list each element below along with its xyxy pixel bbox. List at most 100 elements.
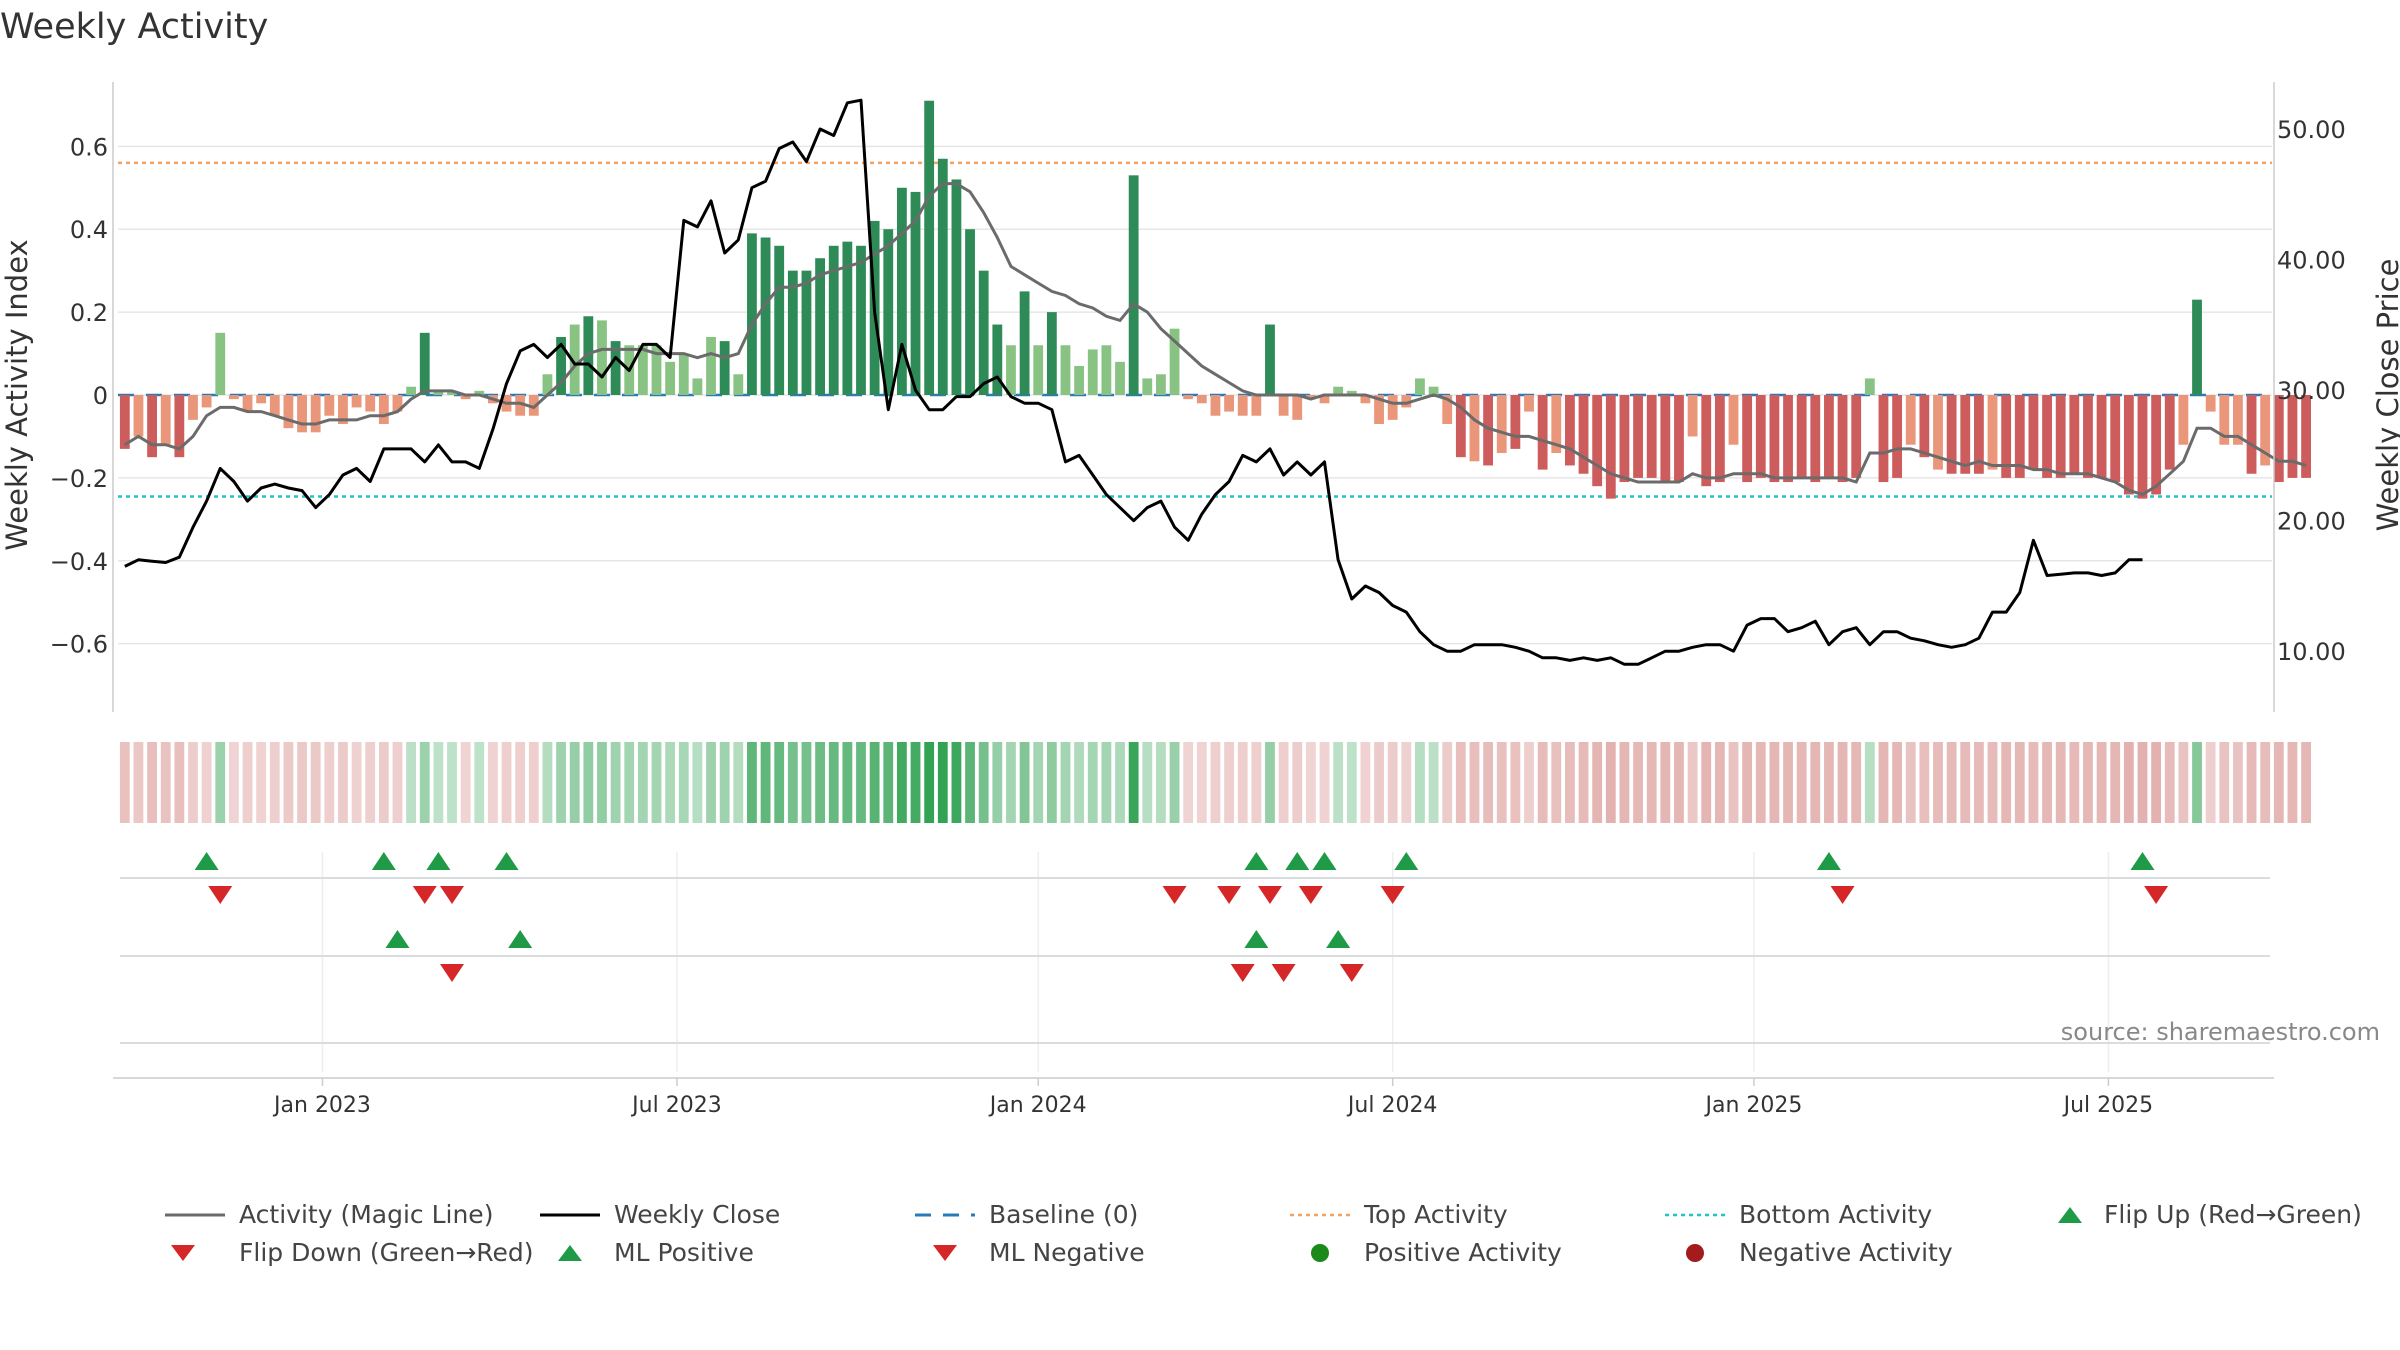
activity-bar (119, 395, 130, 449)
heat-cell (1633, 742, 1643, 823)
activity-bar (1333, 386, 1344, 395)
heat-cell (433, 742, 444, 823)
activity-bar (1810, 395, 1821, 483)
weekly-close-line (124, 98, 2143, 666)
heat-cell (1687, 742, 1698, 823)
heat-cell (1946, 742, 1957, 823)
heat-cell (119, 742, 130, 823)
flip-up-marker (371, 852, 396, 870)
activity-bar (651, 345, 662, 395)
activity-bar (1933, 395, 1943, 470)
activity-bar (1551, 395, 1562, 454)
heat-cell (147, 742, 157, 823)
heat-cell (1442, 742, 1453, 823)
ml-negative-marker (1339, 964, 1364, 982)
heat-cell (1755, 742, 1766, 823)
legend-item-activity: Activity (Magic Line) (165, 1200, 493, 1229)
heat-cell (2137, 742, 2148, 823)
heat-cell (678, 742, 689, 823)
flip-down-marker (412, 886, 437, 904)
activity-bar (1169, 328, 1180, 395)
activity-bar (856, 245, 866, 395)
legend-item-negative-activity: Negative Activity (1665, 1238, 1953, 1267)
legend-item-flip-down: Flip Down (Green→Red) (165, 1238, 534, 1267)
y-right-axis-title: Weekly Close Price (2371, 259, 2400, 532)
heat-cell (1496, 742, 1507, 823)
legend-label: Flip Down (Green→Red) (239, 1238, 534, 1267)
activity-bar (1019, 291, 1030, 395)
activity-bar (201, 395, 212, 408)
heat-cell (2096, 742, 2107, 823)
heat-cell (2055, 742, 2066, 823)
activity-bar (215, 332, 226, 395)
activity-bar (1278, 395, 1289, 416)
activity-bar (256, 395, 267, 404)
activity-bar (692, 378, 703, 395)
activity-bar (1892, 395, 1903, 478)
heat-cell (528, 742, 539, 823)
legend-item-baseline: Baseline (0) (915, 1200, 1138, 1229)
heat-cell (951, 742, 962, 823)
y-tick-label: 0 (93, 382, 108, 410)
activity-bar (665, 361, 676, 395)
activity-bar (242, 395, 253, 412)
heat-cell (747, 742, 757, 823)
heat-cell (637, 742, 648, 823)
legend-item-ml-negative: ML Negative (915, 1238, 1145, 1267)
activity-bar (433, 390, 444, 395)
heat-cell (719, 742, 730, 823)
legend-item-weekly-close: Weekly Close (540, 1200, 780, 1229)
activity-bar (474, 390, 485, 395)
activity-bar (2069, 395, 2080, 474)
activity-bar (1183, 395, 1194, 400)
heat-cell (1224, 742, 1234, 823)
heat-cell (1619, 742, 1630, 823)
heat-cell (133, 742, 144, 823)
activity-bar (528, 395, 539, 416)
activity-bar (924, 100, 935, 395)
heat-cell (651, 742, 662, 823)
heat-cell (378, 742, 389, 823)
heat-cell (1810, 742, 1821, 823)
heat-cell (978, 742, 989, 823)
activity-bar (1633, 395, 1643, 478)
heat-cell (419, 742, 430, 823)
activity-bar (1701, 395, 1712, 487)
heat-cell (569, 742, 580, 823)
flip-down-marker (1298, 886, 1323, 904)
ml-negative-marker (1271, 964, 1296, 982)
activity-bar (597, 320, 607, 395)
heat-cell (2233, 742, 2243, 823)
y-tick-label: 0.2 (70, 299, 108, 327)
heat-cell (1960, 742, 1971, 823)
activity-bar (1578, 395, 1589, 474)
activity-bar (992, 324, 1003, 395)
activity-bar (842, 241, 853, 395)
heat-cell (1333, 742, 1344, 823)
flip-up-marker (426, 852, 451, 870)
activity-bar (2246, 395, 2257, 474)
heat-cell (665, 742, 676, 823)
legend-swatch-close (540, 1213, 600, 1216)
heat-cell (242, 742, 253, 823)
flip-up-marker (1244, 852, 1269, 870)
activity-bar (460, 395, 471, 400)
heat-cell (1210, 742, 1221, 823)
heat-cell (1265, 742, 1275, 823)
heat-cell (2014, 742, 2025, 823)
legend-label: Activity (Magic Line) (239, 1200, 494, 1229)
y-right-tick-label: 10.00 (2277, 638, 2346, 666)
heat-cell (1360, 742, 1371, 823)
flip-down-marker (1162, 886, 1187, 904)
activity-bar (1524, 395, 1534, 412)
heat-cell (2151, 742, 2162, 823)
activity-bar (1305, 395, 1316, 400)
activity-bar (1156, 374, 1166, 395)
heat-cell (1006, 742, 1016, 823)
heat-cell (910, 742, 921, 823)
heat-cell (2192, 742, 2202, 823)
activity-bar (419, 332, 430, 395)
activity-bar (978, 270, 989, 395)
heat-cell (842, 742, 853, 823)
